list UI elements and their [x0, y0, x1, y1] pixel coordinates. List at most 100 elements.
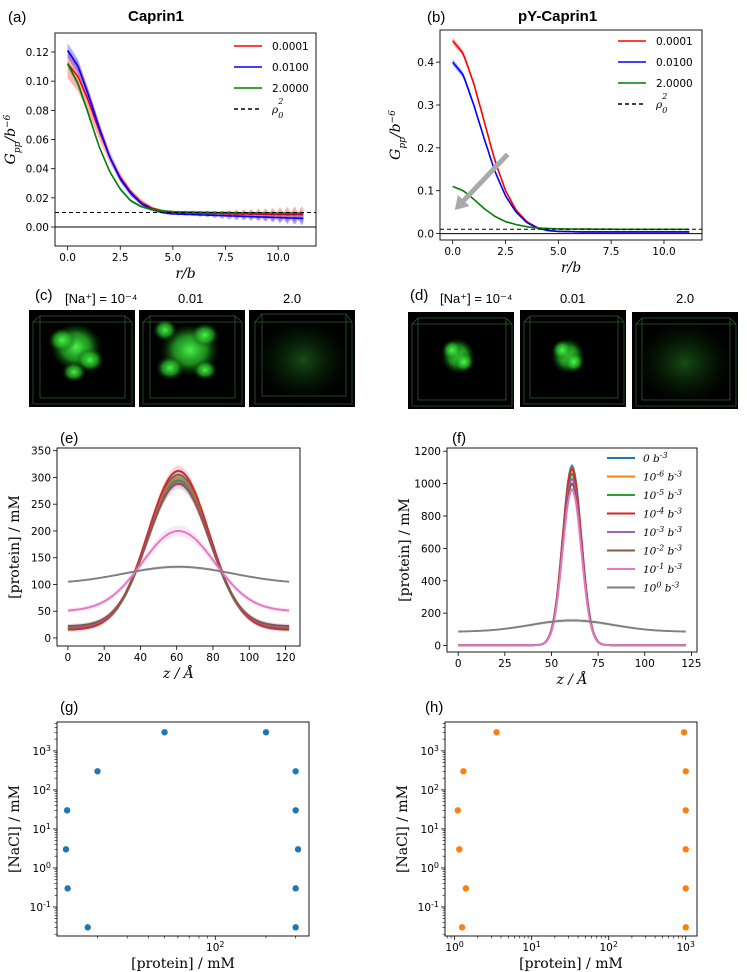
ytick-label-e: 150 [31, 553, 51, 565]
ytick-label-e: 350 [31, 446, 51, 458]
panel-label-f: (f) [452, 430, 466, 447]
point-g-9 [294, 846, 302, 853]
snapshot-c-3 [249, 310, 355, 407]
line-f-6 [458, 487, 686, 647]
snapshot-c-label-3: 2.0 [283, 291, 301, 306]
snapshot-c-1 [29, 310, 135, 407]
ytick-label-f: 1000 [414, 479, 441, 491]
point-h-7 [682, 768, 689, 775]
xtick-label-h: 103 [677, 940, 695, 955]
legend-label-b: 0.0100 [656, 57, 693, 69]
xtick-label-e: 60 [170, 652, 183, 664]
line-e-7 [67, 565, 290, 583]
snapshot-d-3 [632, 312, 738, 409]
xtick-label-b: 5.0 [550, 246, 567, 258]
point-g-4 [94, 768, 101, 775]
panel-label-c: (c) [35, 287, 53, 304]
ytick-label-b: 0.1 [417, 186, 434, 198]
ytick-label-f: 1200 [414, 446, 441, 458]
point-g-10 [292, 885, 299, 892]
point-h-1 [456, 846, 463, 853]
xlabel-b: r/b [561, 260, 581, 276]
plot-frame-f [446, 447, 698, 653]
xtick-label-h: 101 [522, 940, 540, 955]
ytick-label-a: 0.12 [26, 47, 49, 59]
snapshot-c-label-1: [Na⁺] = 10⁻⁴ [65, 291, 137, 306]
ytick-label-a: 0.04 [26, 164, 50, 176]
xtick-label-h: 100 [445, 940, 463, 955]
point-g-0 [63, 807, 71, 814]
ytick-label-g: 101 [33, 821, 51, 836]
ylabel-g: [NaCl] / mM [7, 785, 23, 873]
band-e-5 [67, 478, 290, 629]
line-e-6 [67, 529, 290, 612]
point-h-3 [458, 924, 466, 931]
ylabel-f: [protein] / mM [397, 498, 413, 602]
ylabel-a: Gpp/b−6 [3, 114, 23, 164]
ytick-label-a: 0.10 [26, 76, 49, 88]
xtick-label-e: 20 [97, 652, 110, 664]
line-b-0 [452, 40, 690, 233]
legend-label-f: 0 b-3 [643, 451, 668, 466]
ytick-label-b: 0.4 [417, 57, 434, 69]
ytick-label-a: 0.00 [26, 222, 49, 234]
xtick-label-e: 40 [134, 652, 147, 664]
band-b-1 [452, 58, 690, 233]
ytick-label-g: 100 [33, 860, 51, 875]
band-b-2 [452, 185, 690, 230]
ytick-label-e: 250 [31, 499, 51, 511]
xlabel-a: r/b [175, 266, 195, 282]
xtick-label-e: 80 [206, 652, 219, 664]
band-e-0 [67, 469, 290, 631]
series-group-a [55, 43, 316, 228]
plot-frame-b [439, 29, 703, 241]
snapshot-d-label-3: 2.0 [676, 291, 694, 306]
series-group-g [62, 729, 302, 931]
axes-g: 102 10-1 100 101 102 103 [protein] / mM [NaCl] … [7, 721, 310, 972]
point-h-9 [682, 846, 689, 853]
plot-frame-e [56, 447, 301, 647]
xtick-label-b: 10.0 [652, 246, 675, 258]
ytick-label-f: 400 [421, 576, 441, 588]
band-e-6 [67, 525, 290, 613]
ylabel-e: [protein] / mM [7, 495, 23, 599]
point-g-5 [161, 729, 168, 736]
legend-label-f: 10-6 b-3 [643, 469, 682, 484]
point-g-7 [292, 768, 299, 775]
legend-label-b: ρ02 [655, 92, 667, 115]
xtick-label-b: 2.5 [497, 246, 514, 258]
xtick-label-e: 0 [65, 652, 72, 664]
point-h-6 [680, 729, 688, 736]
legend-label-f: 10-1 b-3 [643, 562, 682, 577]
ytick-label-b: 0.2 [417, 143, 434, 155]
axes-f: 0 25 50 75 100 125 0 200 400 600 800 1000 1200 z / Å [… [397, 446, 701, 688]
legend-label-b: 2.0000 [656, 78, 693, 90]
xtick-label-f: 25 [498, 658, 511, 670]
snapshot-c-2 [139, 310, 245, 407]
legend-label-a: 0.0001 [272, 41, 309, 53]
point-h-8 [682, 807, 689, 814]
ytick-label-h: 103 [421, 743, 439, 758]
ytick-label-h: 100 [421, 860, 439, 875]
xtick-label-a: 10.0 [266, 252, 289, 264]
legend-label-f: 10-2 b-3 [643, 543, 682, 558]
point-h-11 [682, 924, 689, 931]
legend-label-f: 10-5 b-3 [643, 488, 682, 503]
panel-label-h: (h) [425, 699, 443, 716]
point-h-4 [460, 768, 467, 775]
trend-arrow-head [454, 195, 470, 210]
ylabel-b: Gpp/b−6 [388, 110, 408, 160]
line-e-2 [67, 479, 290, 630]
xtick-label-f: 75 [591, 658, 604, 670]
band-e-4 [67, 476, 290, 630]
band-e-2 [67, 474, 290, 631]
snapshot-d-label-2: 0.01 [560, 291, 585, 306]
title-b: pY-Caprin1 [518, 8, 597, 25]
axes-a: 0.0 2.5 5.0 7.5 10.0 0.00 0.02 0.04 0.06 0.08 0.10… [3, 32, 317, 282]
point-g-3 [84, 924, 91, 931]
line-a-1 [66, 50, 304, 220]
line-e-5 [67, 482, 290, 627]
xtick-label-b: 7.5 [603, 246, 620, 258]
ytick-label-a: 0.06 [26, 135, 50, 147]
